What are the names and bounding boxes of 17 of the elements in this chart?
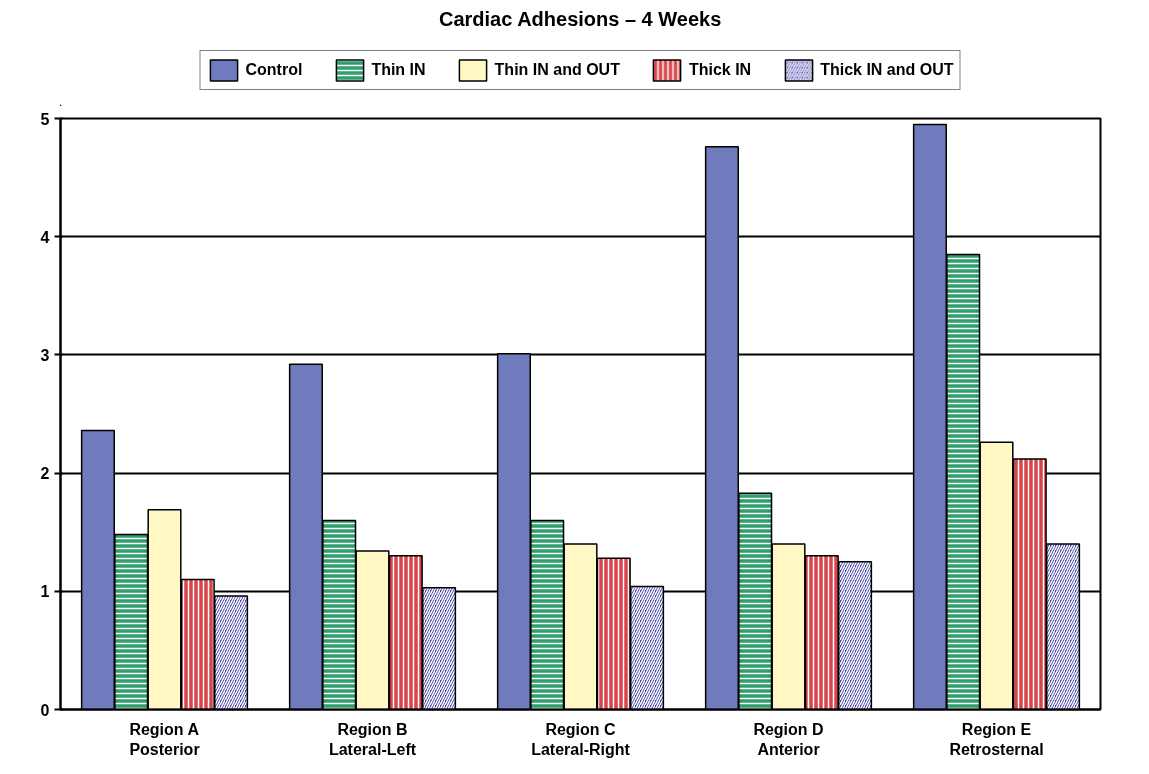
y-tick-label: 4 — [40, 228, 50, 246]
legend-label: Thick IN and OUT — [820, 60, 954, 79]
legend-label: Thin IN — [371, 60, 426, 79]
x-tick-label: Region E Retrosternal — [949, 720, 1044, 758]
y-tick-label: 5 — [40, 110, 50, 128]
legend-label: Thin IN and OUT — [494, 60, 620, 79]
y-tick-label: 3 — [40, 346, 50, 364]
chart-title: Cardiac Adhesions – 4 Weeks — [438, 7, 722, 30]
x-tick-label: Region A Posterior — [129, 720, 200, 758]
legend-label: Control — [245, 60, 303, 79]
x-tick-label: Region C Lateral-Right — [531, 720, 631, 758]
y-tick-label: 2 — [40, 465, 50, 483]
x-tick-label: Region B Lateral-Left — [328, 720, 417, 758]
legend-label: Thick IN — [688, 60, 752, 79]
x-tick-label: Region D Anterior — [753, 720, 824, 758]
y-tick-label: 1 — [40, 583, 50, 601]
y-tick-label: 0 — [40, 701, 50, 719]
